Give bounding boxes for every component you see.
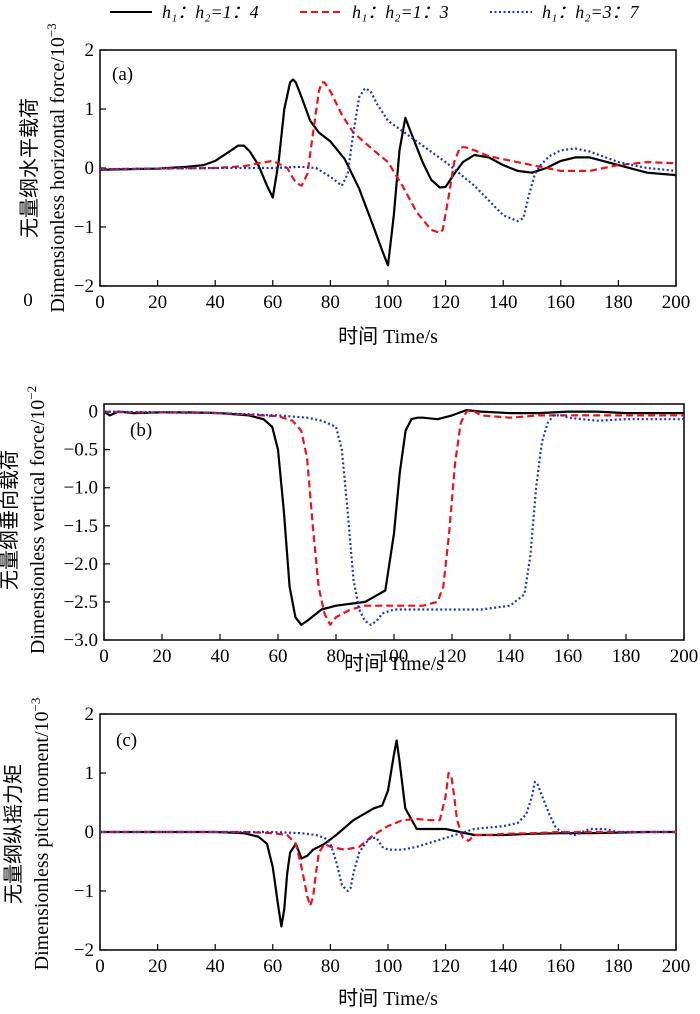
panel-b: 0 −0.5 −1.0 −1.5 −2.0 −2.5 −3.0 0 20 40 60 80 100 12… xyxy=(0,386,698,675)
legend-label-1: h₁：h₂=1：4 xyxy=(162,2,259,22)
panel-a-ylabel-en: Dimensionless horizontal force/10−3 xyxy=(44,23,69,312)
y-tick-label: 1 xyxy=(85,763,95,784)
x-tick-label: 100 xyxy=(374,956,403,977)
panel-c-ylabel-en-text: Dimensionless pitch moment/10 xyxy=(31,711,53,970)
x-tick-label: 60 xyxy=(263,956,282,977)
panel-c-series xyxy=(100,739,676,928)
series-line-3 xyxy=(100,780,676,893)
y-tick-label: 0 xyxy=(89,402,99,423)
panel-c-ylabel-cn: 无量纲纵摇力矩 xyxy=(2,764,25,904)
series-line-2 xyxy=(100,771,676,907)
panel-a-ylabel-cn: 无量纲水平载荷 xyxy=(18,98,41,238)
panel-a-tag: (a) xyxy=(112,64,133,85)
panel-a-x-ticks: 0 20 40 60 80 100 120 140 160 180 200 xyxy=(95,280,690,313)
x-tick-label: 40 xyxy=(206,956,225,977)
x-tick-label: 200 xyxy=(662,292,691,313)
panel-a-y-ticks: 2 1 0 −1 −2 xyxy=(74,40,106,297)
series-line-1 xyxy=(99,78,677,267)
panel-c-tag: (c) xyxy=(116,730,137,751)
panel-a: 210−1−2 0 20 40 60 80 100 120 140 160 180 200 (a) … xyxy=(18,23,690,348)
panel-b-ylabel-exp: −2 xyxy=(24,386,39,400)
panel-c: 210−1−2 0 20 40 60 80 100 120 140 160 180 200 (c) … xyxy=(2,698,690,1010)
series-line-2 xyxy=(99,81,677,234)
series-line-3 xyxy=(99,87,677,223)
x-tick-label: 160 xyxy=(554,646,583,667)
panel-c-x-ticks: 0 20 40 60 80 100 120 140 160 180 200 xyxy=(95,944,690,977)
panel-a-extra-label: 0 xyxy=(23,290,33,311)
x-tick-label: 200 xyxy=(670,646,699,667)
panel-b-tag: (b) xyxy=(130,420,152,441)
x-tick-label: 180 xyxy=(612,646,641,667)
y-tick-label: −2 xyxy=(74,276,94,297)
y-tick-label: −1 xyxy=(74,217,94,238)
x-tick-label: 120 xyxy=(438,646,467,667)
panel-a-ylabel-en-text: Dimensionless horizontal force/10 xyxy=(47,37,69,313)
y-tick-label: 0 xyxy=(85,822,95,843)
x-tick-label: 120 xyxy=(431,956,460,977)
y-tick-label: −2.5 xyxy=(64,592,98,613)
panel-a-xlabel: 时间 Time/s xyxy=(338,325,438,348)
x-tick-label: 40 xyxy=(206,292,225,313)
panel-c-y-ticks: 2 1 0 −1 −2 xyxy=(74,704,106,961)
x-tick-label: 40 xyxy=(211,646,230,667)
x-tick-label: 160 xyxy=(547,292,576,313)
y-tick-label: −1 xyxy=(74,881,94,902)
panel-a-ylabel-exp: −3 xyxy=(44,23,59,37)
legend-label-2: h₁：h₂=1：3 xyxy=(352,2,449,22)
series-line-3 xyxy=(103,410,684,626)
y-tick-label: −3.0 xyxy=(64,630,98,651)
legend: h₁：h₂=1：4 h₁：h₂=1：3 h₁：h₂=3：7 xyxy=(110,2,640,22)
panel-b-x-ticks: 0 20 40 60 80 100 120 140 160 180 200 xyxy=(99,634,698,667)
x-tick-label: 20 xyxy=(148,956,167,977)
legend-label-3: h₁：h₂=3：7 xyxy=(542,2,640,22)
x-tick-label: 60 xyxy=(263,292,282,313)
y-tick-label: −1.0 xyxy=(64,478,98,499)
y-tick-label: −1.5 xyxy=(64,516,98,537)
x-tick-label: 80 xyxy=(321,956,340,977)
panel-c-ylabel-exp: −3 xyxy=(28,698,43,712)
x-tick-label: 140 xyxy=(489,956,518,977)
y-tick-label: 1 xyxy=(85,99,95,120)
panel-b-ylabel-en-text: Dimensionless vertical force/10 xyxy=(27,400,49,654)
series-line-1 xyxy=(100,739,676,928)
x-tick-label: 180 xyxy=(604,956,633,977)
x-tick-label: 140 xyxy=(489,292,518,313)
x-tick-label: 100 xyxy=(374,292,403,313)
panel-b-ylabel-cn: 无量纲垂向载荷 xyxy=(0,450,21,590)
y-tick-label: 0 xyxy=(85,158,95,179)
x-tick-label: 0 xyxy=(99,646,109,667)
x-tick-label: 80 xyxy=(327,646,346,667)
x-tick-label: 20 xyxy=(153,646,172,667)
panel-b-series xyxy=(103,409,684,626)
x-tick-label: 0 xyxy=(95,292,105,313)
x-tick-label: 60 xyxy=(269,646,288,667)
y-tick-label: 2 xyxy=(85,704,95,725)
x-tick-label: 20 xyxy=(148,292,167,313)
x-tick-label: 140 xyxy=(496,646,525,667)
y-tick-label: 2 xyxy=(85,40,95,61)
panel-c-ylabel-en: Dimensionless pitch moment/10−3 xyxy=(28,698,53,971)
panel-c-xlabel: 时间 Time/s xyxy=(338,987,438,1010)
x-tick-label: 160 xyxy=(547,956,576,977)
x-tick-label: 0 xyxy=(95,956,105,977)
panel-b-xlabel: 时间 Time/s xyxy=(344,652,444,675)
x-tick-label: 200 xyxy=(662,956,691,977)
x-tick-label: 80 xyxy=(321,292,340,313)
y-tick-label: −2.0 xyxy=(64,554,98,575)
x-tick-label: 100 xyxy=(380,646,409,667)
series-line-1 xyxy=(103,409,684,626)
y-tick-label: −0.5 xyxy=(64,440,98,461)
series-line-2 xyxy=(103,409,684,626)
x-tick-label: 120 xyxy=(431,292,460,313)
x-tick-label: 180 xyxy=(604,292,633,313)
panel-b-ylabel-en: Dimensionless vertical force/10−2 xyxy=(24,386,49,654)
panel-a-series xyxy=(99,78,677,267)
y-tick-label: −2 xyxy=(74,940,94,961)
panel-b-y-ticks: 0 −0.5 −1.0 −1.5 −2.0 −2.5 −3.0 xyxy=(64,402,110,651)
